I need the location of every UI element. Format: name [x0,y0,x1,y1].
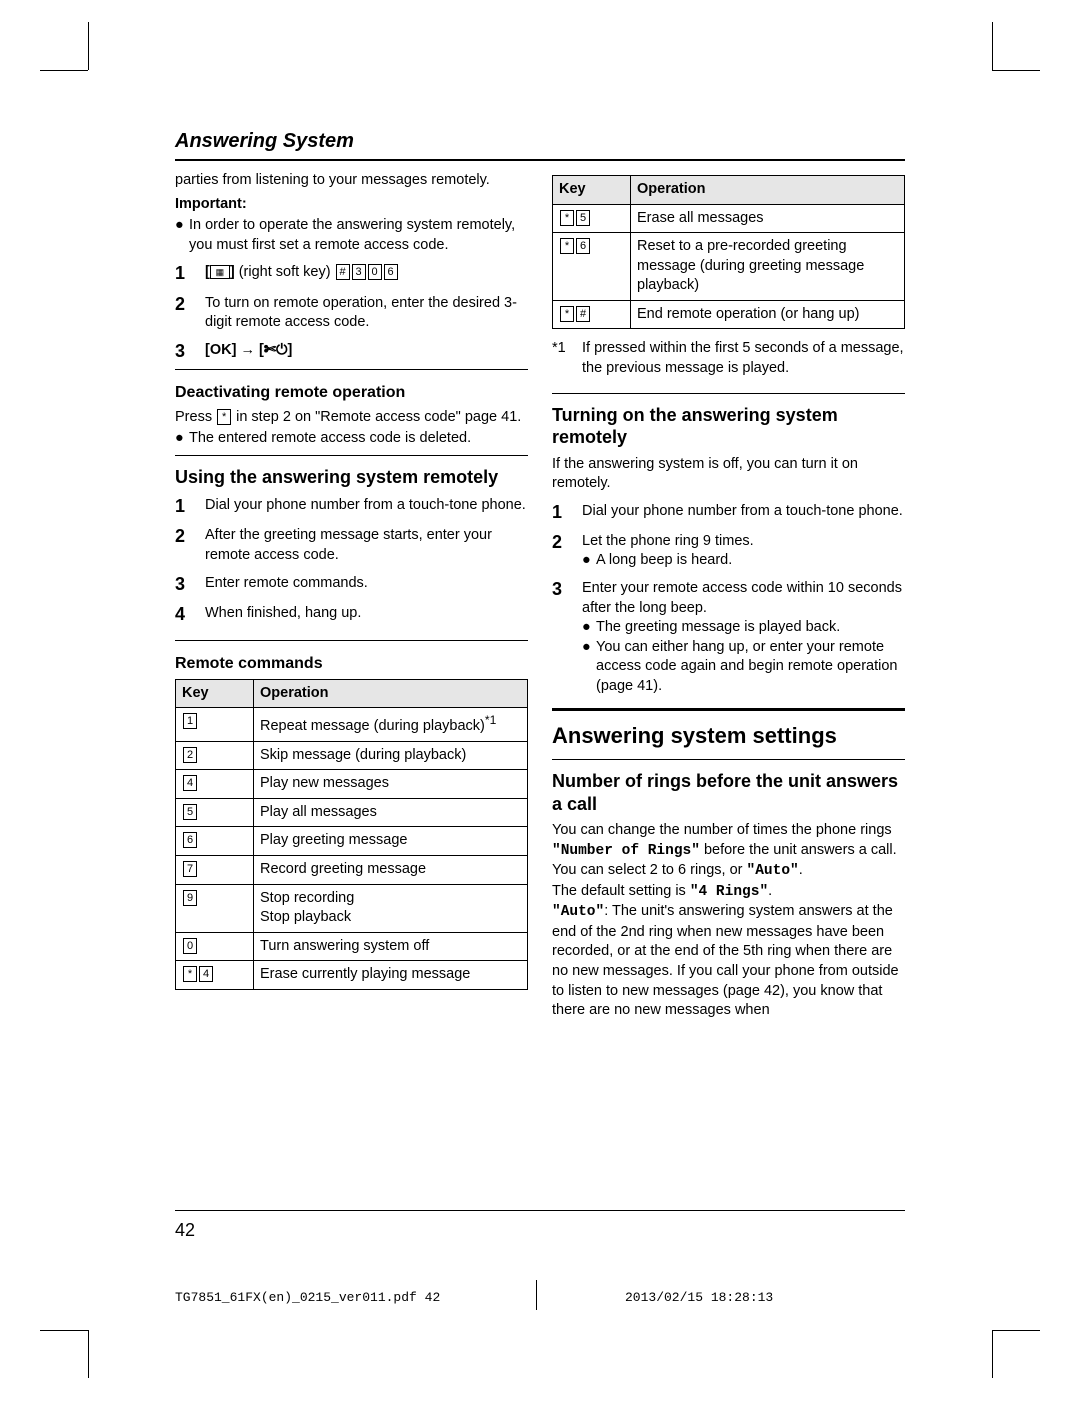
turnon-step-2: 2 Let the phone ring 9 times. ●A long be… [552,530,905,571]
rings-para1: You can change the number of times the p… [552,821,905,882]
table-header-row: Key Operation [176,679,528,708]
use-step-1: 1 Dial your phone number from a touch-to… [175,494,528,518]
key-6: 6 [576,238,590,254]
menu-icon: ▦ [210,265,230,279]
step-2: 2 To turn on remote operation, enter the… [175,292,528,333]
footnote-text: If pressed within the first 5 seconds of… [582,339,905,378]
important-label: Important: [175,195,528,215]
key-star: * [560,238,574,254]
deactivate-text: Press * in step 2 on "Remote access code… [175,408,528,428]
pdf-filename: TG7851_61FX(en)_0215_ver011.pdf 42 [175,1290,625,1305]
pdf-timestamp: 2013/02/15 18:28:13 [625,1290,905,1305]
turnon-title: Turning on the answering system remotely [552,404,905,449]
rings-para2: The default setting is "4 Rings". [552,882,905,903]
table-row: *4 Erase currently playing message [176,961,528,990]
footnote: *1 If pressed within the first 5 seconds… [552,339,905,378]
key-star: * [560,306,574,322]
section-title: Answering System [175,130,905,153]
key-hash: # [336,264,350,280]
step-num: 1 [175,261,205,285]
off-icon: ✄⏻ [264,342,288,358]
key-0: 0 [368,264,382,280]
step-1: 1 [▦] (right soft key) #306 [175,261,528,285]
rings-subtitle: Number of rings before the unit answers … [552,770,905,815]
table-header-row: Key Operation [553,176,905,205]
table-row: *5 Erase all messages [553,204,905,233]
use-step-3: 3 Enter remote commands. [175,572,528,596]
thick-rule [552,708,905,711]
key-5: 5 [576,210,590,226]
key-star: * [560,210,574,226]
rule [552,393,905,394]
footer-rule [175,1210,905,1211]
key-4: 4 [183,775,197,791]
table-row: 2 Skip message (during playback) [176,741,528,770]
use-step-4: 4 When finished, hang up. [175,602,528,626]
step-text: To turn on remote operation, enter the d… [205,292,528,333]
page-number: 42 [175,1220,195,1241]
th-op: Operation [631,176,905,205]
deactivate-bullet: ● The entered remote access code is dele… [175,429,528,449]
step-3: 3 [OK] → [✄⏻] [175,339,528,363]
page-content: Answering System parties from listening … [175,130,905,1021]
remote-commands-title: Remote commands [175,653,528,675]
remote-commands-table-cont: Key Operation *5 Erase all messages *6 R… [552,175,905,329]
key-0: 0 [183,938,197,954]
th-op: Operation [254,679,528,708]
turnon-step-3: 3 Enter your remote access code within 1… [552,577,905,696]
th-key: Key [553,176,631,205]
rule [175,369,528,370]
remote-commands-table: Key Operation 1 Repeat message (during p… [175,679,528,990]
center-mark [536,1280,544,1310]
key-9: 9 [183,890,197,906]
key-1: 1 [183,713,197,729]
use-step-2: 2 After the greeting message starts, ent… [175,524,528,565]
rule [175,455,528,456]
key-6: 6 [183,832,197,848]
table-row: 9 Stop recordingStop playback [176,884,528,932]
table-row: 6 Play greeting message [176,827,528,856]
title-rule [175,159,905,161]
th-key: Key [176,679,254,708]
key-star: * [217,409,231,425]
arrow: → [240,342,255,358]
bullet-dot: ● [175,216,189,255]
step-num: 2 [175,292,205,333]
table-row: *# End remote operation (or hang up) [553,300,905,329]
turnon-step-1: 1 Dial your phone number from a touch-to… [552,500,905,524]
key-hash: # [576,306,590,322]
right-column: Key Operation *5 Erase all messages *6 R… [552,171,905,1021]
rule [175,640,528,641]
key-5: 5 [183,804,197,820]
key-6: 6 [384,264,398,280]
table-row: 4 Play new messages [176,770,528,799]
key-4: 4 [199,966,213,982]
key-2: 2 [183,747,197,763]
table-row: 1 Repeat message (during playback)*1 [176,708,528,741]
ok-label: [OK] [205,342,236,358]
important-bullet: ● In order to operate the answering syst… [175,216,528,255]
key-3: 3 [352,264,366,280]
key-7: 7 [183,861,197,877]
intro-text: parties from listening to your messages … [175,171,528,191]
footnote-mark: *1 [552,339,582,378]
columns: parties from listening to your messages … [175,171,905,1021]
using-title: Using the answering system remotely [175,466,528,489]
step-text: [▦] (right soft key) #306 [205,261,528,285]
left-column: parties from listening to your messages … [175,171,528,1021]
table-row: *6 Reset to a pre-recorded greeting mess… [553,233,905,301]
table-row: 7 Record greeting message [176,856,528,885]
rings-para3: "Auto": The unit's answering system answ… [552,902,905,1020]
step-text: [OK] → [✄⏻] [205,339,528,363]
turnon-intro: If the answering system is off, you can … [552,455,905,494]
table-row: 5 Play all messages [176,798,528,827]
step1-label: (right soft key) [239,264,331,280]
key-star: * [183,966,197,982]
deactivate-title: Deactivating remote operation [175,382,528,404]
rule [552,759,905,760]
settings-title: Answering system settings [552,721,905,751]
important-text: In order to operate the answering system… [189,216,528,255]
table-row: 0 Turn answering system off [176,932,528,961]
step-num: 3 [175,339,205,363]
